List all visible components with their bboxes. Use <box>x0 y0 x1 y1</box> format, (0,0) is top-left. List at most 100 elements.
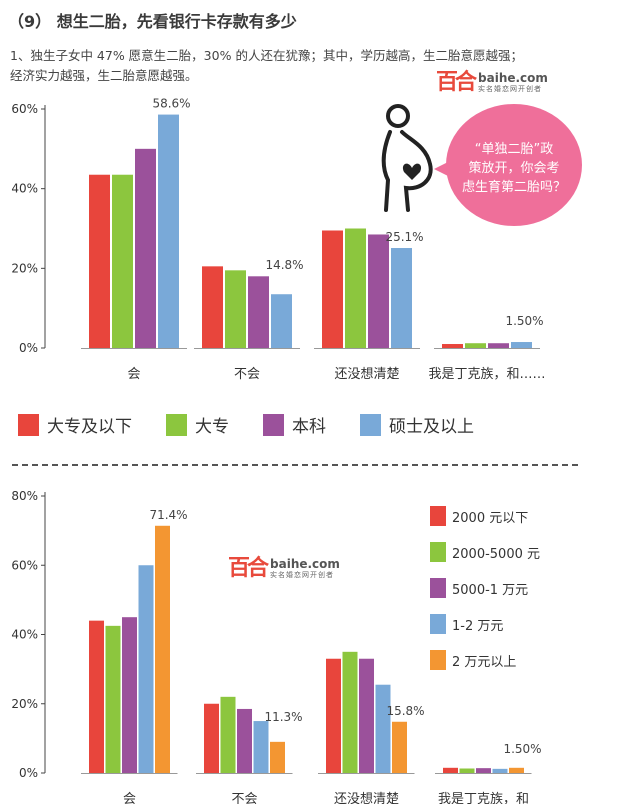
bar-2-2-2 <box>359 658 374 773</box>
bar-1-1-3 <box>271 294 292 348</box>
legend-swatch <box>430 578 446 598</box>
legend-label: 5000-1 万元 <box>452 582 529 598</box>
data-label: 1.50% <box>505 314 543 328</box>
intro-text: 1、独生子女中 47% 愿意生二胎，30% 的人还在犹豫；其中，学历越高，生二胎… <box>10 46 570 86</box>
legend-swatch <box>430 650 446 670</box>
intro-line-1: 1、独生子女中 47% 愿意生二胎，30% 的人还在犹豫；其中，学历越高，生二胎… <box>10 48 523 63</box>
page-title: （9） 想生二胎，先看银行卡存款有多少 <box>8 12 297 31</box>
legend-label: 1-2 万元 <box>452 618 504 634</box>
logo-mark: 百合 <box>436 69 477 95</box>
x-category-label: 我是丁克族，和…… <box>428 366 545 382</box>
bar-2-3-3 <box>492 768 508 773</box>
speech-bubble: “单独二胎”政 策放开，你会考 虑生育第二胎吗？ <box>446 104 582 226</box>
y-tick-label: 60% <box>11 102 38 116</box>
y-tick-label: 40% <box>11 628 38 642</box>
y-tick-label: 20% <box>11 697 38 711</box>
bar-1-0-3 <box>158 114 179 349</box>
legend-swatch <box>430 542 446 562</box>
bar-1-2-2 <box>368 234 389 348</box>
bar-2-3-0 <box>443 767 458 773</box>
bar-2-1-0 <box>204 703 219 773</box>
legend-item: 2 万元以上 <box>430 648 540 672</box>
data-label: 15.8% <box>386 704 424 718</box>
legend-swatch <box>166 413 187 436</box>
bar-2-0-0 <box>89 620 104 773</box>
legend-item: 5000-1 万元 <box>430 576 540 600</box>
bar-1-1-2 <box>248 276 269 348</box>
legend-income: 2000 元以下 2000-5000 元 5000-1 万元 1-2 万元 2 万元以上 <box>430 504 540 684</box>
x-category-label: 还没想清楚 <box>334 366 399 382</box>
legend-item: 本科 <box>263 412 326 437</box>
pregnant-woman-icon <box>381 104 433 212</box>
bar-2-3-2 <box>476 768 491 773</box>
data-label: 71.4% <box>149 508 187 522</box>
legend-label: 2000-5000 元 <box>452 546 540 562</box>
bar-2-0-1 <box>105 625 121 773</box>
bar-1-0-0 <box>89 174 110 348</box>
logo-tagline: 实名婚恋网开创者 <box>478 85 543 93</box>
legend-swatch <box>18 413 39 436</box>
bar-2-1-1 <box>220 696 236 773</box>
y-tick-label: 60% <box>11 558 38 572</box>
logo-url-2: baihe.com <box>270 557 340 571</box>
legend-swatch <box>430 614 446 634</box>
bar-1-2-1 <box>345 228 366 348</box>
data-label: 11.3% <box>264 710 302 724</box>
intro-line-2: 经济实力越强，生二胎意愿越强。 <box>10 68 198 83</box>
y-tick-label: 80% <box>11 489 38 503</box>
x-category-label: 会 <box>123 792 136 804</box>
bar-2-0-3 <box>138 565 154 773</box>
bar-2-1-4 <box>270 741 285 773</box>
legend-label: 本科 <box>292 417 326 437</box>
chart-education: 0% 20% 40% 60% 58.6% 会 14.8% 不会 25.1% 还没想清楚 1.50% 我… <box>11 97 545 382</box>
logo-tagline-2: 实名婚恋网开创者 <box>270 571 335 579</box>
bubble-line-2: 策放开，你会考 <box>468 161 560 176</box>
bar-1-0-1 <box>112 174 133 348</box>
bar-2-0-2 <box>122 617 137 773</box>
data-label: 58.6% <box>152 97 190 111</box>
bar-2-2-4 <box>392 721 407 773</box>
legend-label: 硕士及以上 <box>389 417 474 437</box>
baihe-logo-2: 百合 baihe.com 实名婚恋网开创者 <box>228 556 340 580</box>
bar-1-2-3 <box>391 248 412 348</box>
legend-label: 大专及以下 <box>47 417 132 437</box>
legend-item: 2000-5000 元 <box>430 540 540 564</box>
data-label: 14.8% <box>265 258 303 272</box>
bar-1-1-0 <box>202 266 223 348</box>
y-tick-label: 20% <box>11 261 38 275</box>
data-label: 25.1% <box>385 230 423 244</box>
x-category-label: 还没想清楚 <box>334 791 399 804</box>
x-category-label: 我是丁克族，和 <box>438 791 529 804</box>
logo-url: baihe.com <box>478 71 548 85</box>
x-category-label: 不会 <box>231 792 257 804</box>
y-tick-label: 0% <box>19 766 38 780</box>
heart-icon <box>402 163 422 180</box>
bar-2-0-4 <box>155 525 170 773</box>
legend-label: 2 万元以上 <box>452 654 517 670</box>
x-category-label: 会 <box>127 367 140 382</box>
legend-education: 大专及以下 大专 本科 硕士及以上 <box>18 412 508 437</box>
bar-1-2-0 <box>322 230 343 348</box>
bar-2-1-2 <box>237 708 252 773</box>
legend-label: 大专 <box>195 417 229 437</box>
bar-1-0-2 <box>135 148 156 348</box>
bar-1-3-1 <box>465 343 486 348</box>
bar-2-2-1 <box>342 651 358 773</box>
y-tick-label: 40% <box>11 182 38 196</box>
legend-item: 1-2 万元 <box>430 612 540 636</box>
bar-2-1-3 <box>253 721 269 773</box>
x-category-label: 不会 <box>234 367 260 382</box>
logo-mark-2: 百合 <box>228 555 269 581</box>
legend-swatch <box>360 413 381 436</box>
y-tick-label: 0% <box>19 341 38 355</box>
legend-item: 大专及以下 <box>18 412 132 437</box>
legend-label: 2000 元以下 <box>452 510 529 526</box>
baihe-logo: 百合 baihe.com 实名婚恋网开创者 <box>436 70 548 94</box>
bar-2-2-0 <box>326 658 341 773</box>
legend-item: 硕士及以上 <box>360 412 474 437</box>
bar-1-3-2 <box>488 343 509 348</box>
bar-1-1-1 <box>225 270 246 348</box>
legend-swatch <box>430 506 446 526</box>
bubble-line-1: “单独二胎”政 <box>474 142 554 157</box>
